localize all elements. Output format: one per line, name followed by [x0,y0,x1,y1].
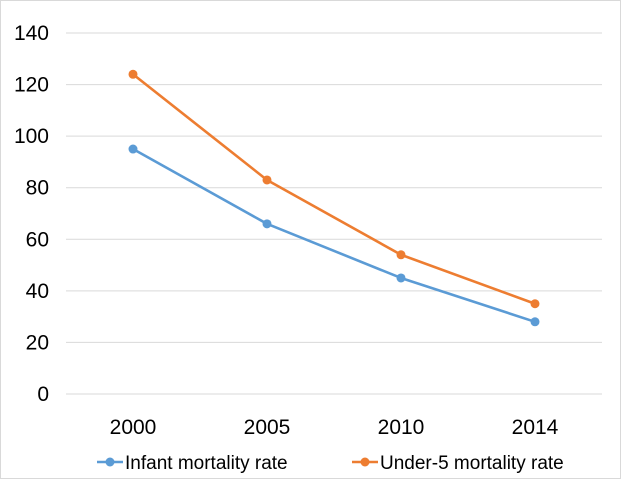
data-point [396,250,406,260]
legend-label-2: Under-5 mortality rate [380,453,564,474]
data-point [396,273,406,283]
y-tick-label: 20 [26,331,49,354]
series-line-1 [132,147,536,324]
legend-marker-2 [360,457,370,467]
y-tick-label: 40 [26,280,49,303]
x-tick-label: 2005 [244,416,291,439]
x-tick-label: 2014 [512,416,559,439]
data-point [262,219,272,229]
data-point [128,144,138,154]
gridlines [66,32,602,395]
x-tick-label: 2000 [110,416,157,439]
legend-label-1: Infant mortality rate [125,453,288,474]
y-tick-label: 100 [14,125,49,148]
data-point [262,175,272,185]
data-point [128,69,138,79]
y-tick-label: 0 [37,383,49,406]
y-tick-label: 120 [14,74,49,97]
y-tick-label: 60 [26,228,49,251]
series-line-2 [132,73,536,305]
x-axis-tick-labels: 2000 2005 2010 2014 [110,416,559,439]
legend: Infant mortality rate Under-5 mortality r… [97,453,564,474]
series-lines [128,69,540,327]
data-point [530,317,540,327]
y-axis-tick-labels: 0 20 40 60 80 100 120 140 [14,22,49,406]
y-tick-label: 80 [26,177,49,200]
data-point [530,299,540,309]
x-tick-label: 2010 [378,416,425,439]
legend-marker-1 [105,457,115,467]
y-tick-label: 140 [14,22,49,45]
